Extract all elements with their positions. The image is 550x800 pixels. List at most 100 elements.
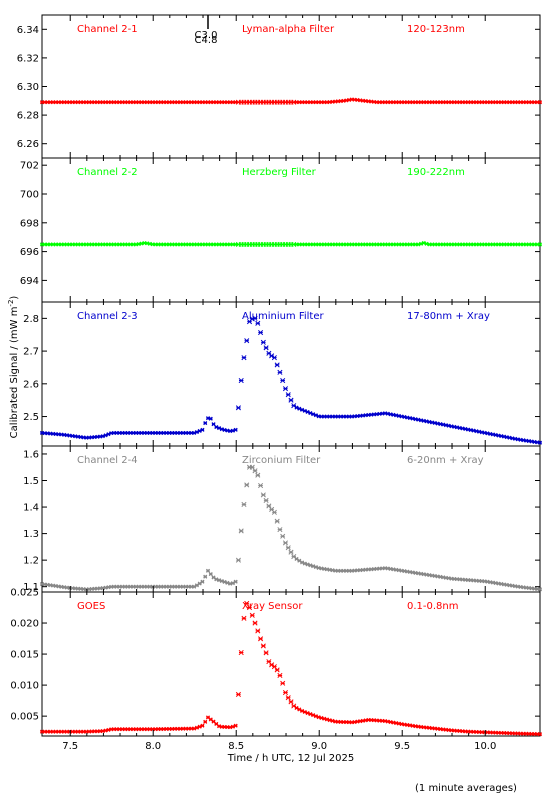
data-point (443, 575, 448, 580)
data-point (280, 377, 286, 384)
data-point (274, 518, 280, 524)
data-point (244, 482, 250, 488)
data-point (277, 527, 283, 533)
data-point (244, 338, 250, 344)
data-point (274, 362, 280, 368)
data-point (430, 573, 435, 578)
data-point (203, 719, 208, 724)
data-point (233, 723, 238, 728)
y-axis-title-main: Calibrated Signal / (mW m (9, 307, 20, 439)
x-tick-label: 8.0 (145, 741, 161, 752)
data-point (235, 691, 241, 697)
data-point (263, 650, 269, 656)
data-point (246, 604, 253, 611)
data-point (258, 482, 264, 489)
data-point (100, 728, 105, 734)
panel-band-label: 0.1-0.8nm (407, 601, 459, 612)
panel-frame (41, 301, 541, 447)
data-point (424, 241, 429, 246)
x-tick-label: 9.5 (394, 741, 410, 752)
data-point (200, 579, 205, 584)
data-point (106, 727, 111, 732)
data-point (438, 422, 443, 427)
data-point (219, 427, 224, 432)
data-point (238, 377, 244, 384)
data-point (394, 721, 399, 726)
data-point (277, 672, 283, 679)
panel-frame (41, 157, 541, 303)
data-point (319, 566, 324, 571)
data-point (513, 584, 518, 589)
data-point (106, 585, 111, 590)
data-point (385, 411, 390, 416)
panel-filter-label: Herzberg Filter (242, 167, 317, 178)
data-point (235, 405, 241, 411)
panel-filter-label: Zirconium Filter (242, 455, 321, 466)
data-point (255, 472, 261, 478)
data-point (260, 492, 266, 498)
data-point (449, 424, 454, 429)
panel-filter-label: Lyman-alpha Filter (242, 24, 335, 35)
data-point (316, 565, 321, 570)
data-point (421, 572, 426, 577)
data-point (471, 428, 476, 433)
panel-3: 2.5 2.6 2.7 2.8 Channel 2-3 Aluminium Filter 1… (23, 301, 543, 447)
data-point (474, 429, 479, 434)
data-point (501, 434, 507, 439)
data-point (233, 579, 238, 584)
data-point (139, 241, 144, 246)
data-point (203, 421, 208, 426)
data-point (271, 509, 277, 515)
data-point (385, 719, 390, 724)
data-point (383, 719, 388, 724)
data-point (510, 436, 515, 441)
data-point (405, 415, 410, 420)
y-tick-label: 0.005 (10, 712, 39, 723)
data-point (424, 419, 429, 424)
panel-frame (41, 591, 541, 737)
data-point (324, 717, 330, 722)
data-point (385, 566, 390, 571)
data-point (394, 567, 399, 572)
data-point (413, 417, 418, 422)
data-point (324, 567, 330, 572)
data-point (255, 628, 261, 634)
panel-label: Channel 2-1 (77, 24, 138, 35)
data-point (347, 97, 352, 103)
data-point (241, 615, 247, 621)
data-point (504, 582, 509, 587)
data-point (441, 575, 446, 580)
panel-label: Channel 2-3 (77, 311, 138, 322)
data-point (399, 568, 404, 573)
panel-frame (41, 445, 541, 593)
panel-label: Channel 2-2 (77, 167, 138, 178)
data-point (488, 580, 493, 585)
y-tick-label: 0.020 (10, 619, 39, 630)
data-point (457, 425, 462, 430)
data-point (388, 412, 393, 417)
data-point (103, 728, 108, 733)
x-tick-label: 8.5 (228, 741, 244, 752)
data-point (493, 432, 498, 438)
y-tick-label: 2.5 (23, 412, 39, 423)
data-point (468, 428, 473, 433)
data-point (452, 424, 457, 429)
data-point (490, 580, 496, 585)
data-point (466, 427, 471, 432)
data-point (249, 464, 255, 470)
flare-marker-label: C3.0 (195, 30, 218, 41)
panel-5: 0.005 0.010 0.015 0.020 0.025 GOES Xray Sensor… (10, 588, 543, 737)
data-point (432, 420, 437, 426)
data-point (319, 715, 324, 721)
data-point (294, 556, 299, 561)
data-point (260, 643, 266, 649)
data-point (490, 432, 496, 437)
data-point (537, 732, 543, 737)
y-tick-label: 0.015 (10, 650, 39, 661)
data-point (424, 572, 429, 577)
data-point (208, 572, 213, 577)
y-tick-label: 1.2 (23, 556, 39, 567)
y-axis-title: Calibrated Signal / (mW m-2) (7, 296, 20, 439)
y-tick-label: 698 (20, 218, 39, 229)
data-point (402, 414, 407, 420)
